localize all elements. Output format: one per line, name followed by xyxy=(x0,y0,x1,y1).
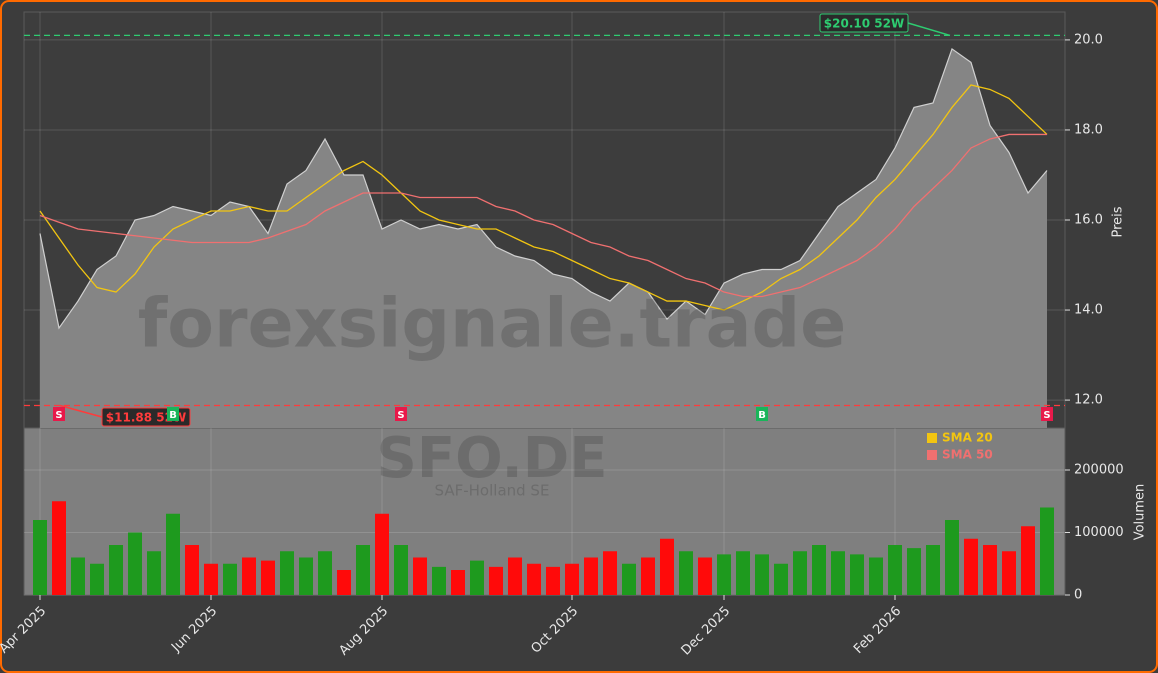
volume-bar xyxy=(774,563,788,595)
signal-label: S xyxy=(55,410,62,421)
signal-label: S xyxy=(1043,410,1050,421)
volume-bar xyxy=(109,545,123,595)
volume-bar xyxy=(375,513,389,595)
volume-bar xyxy=(147,551,161,595)
volume-bar xyxy=(641,557,655,595)
volume-bar xyxy=(869,557,883,595)
volume-bar xyxy=(622,563,636,595)
volume-bar xyxy=(33,520,47,595)
sma-line xyxy=(39,84,1048,311)
y-tick-label: 14.0 xyxy=(1074,303,1103,318)
volume-bar xyxy=(470,560,484,595)
signal-marker xyxy=(1041,407,1053,421)
signal-label: B xyxy=(169,410,177,421)
watermark: forexsignale.trade xyxy=(138,285,847,364)
y-tick-label: 12.0 xyxy=(1074,393,1103,408)
y-tick-label: 16.0 xyxy=(1074,213,1103,228)
volume-bar xyxy=(128,532,142,595)
signal-marker xyxy=(395,407,407,421)
volume-bar xyxy=(698,557,712,595)
signal-label: S xyxy=(397,410,404,421)
volume-bar xyxy=(394,545,408,595)
volume-bar xyxy=(717,554,731,595)
volume-bar xyxy=(888,545,902,595)
symbol-watermark: SFO.DE xyxy=(377,426,608,491)
volume-bar xyxy=(964,538,978,595)
volume-bar xyxy=(451,570,465,595)
volume-bar xyxy=(527,563,541,595)
legend-swatch xyxy=(927,433,937,443)
volume-bar xyxy=(565,563,579,595)
signal-marker xyxy=(756,407,768,421)
volume-tick-label: 100000 xyxy=(1074,525,1124,540)
price-line xyxy=(39,47,1048,330)
volume-bar xyxy=(280,551,294,595)
annotation-arrow xyxy=(907,22,951,37)
volume-bar xyxy=(850,554,864,595)
volume-bar xyxy=(185,545,199,595)
y-tick-label: 20.0 xyxy=(1074,32,1103,47)
volume-bar xyxy=(432,566,446,595)
volume-bar xyxy=(489,566,503,595)
volume-tick-label: 200000 xyxy=(1074,463,1124,478)
sma-line xyxy=(39,133,1047,298)
volume-bar xyxy=(755,554,769,595)
company-watermark: SAF-Holland SE xyxy=(435,482,550,500)
volume-bar xyxy=(736,551,750,595)
legend-label: SMA 20 xyxy=(942,431,993,445)
volume-bar xyxy=(660,538,674,595)
signal-label: B xyxy=(758,410,766,421)
y-tick-label: 18.0 xyxy=(1074,122,1103,137)
annotation-label: $20.10 52W xyxy=(824,17,904,31)
volume-bar xyxy=(983,545,997,595)
volume-bar xyxy=(793,551,807,595)
y-axis-label: Preis xyxy=(1111,206,1126,237)
signal-marker xyxy=(53,407,65,421)
volume-bar xyxy=(166,513,180,595)
volume-axis-label: Volumen xyxy=(1133,484,1148,541)
annotation-arrow xyxy=(59,404,103,418)
volume-bar xyxy=(71,557,85,595)
volume-bar xyxy=(356,545,370,595)
legend-swatch xyxy=(927,450,937,460)
volume-bar xyxy=(1021,526,1035,595)
volume-bar xyxy=(812,545,826,595)
volume-bar xyxy=(261,560,275,595)
volume-bar xyxy=(546,566,560,595)
volume-bar xyxy=(299,557,313,595)
volume-bar xyxy=(831,551,845,595)
volume-bar xyxy=(926,545,940,595)
price-area xyxy=(40,48,1047,428)
legend-label: SMA 50 xyxy=(942,448,993,462)
volume-bar xyxy=(584,557,598,595)
volume-bar xyxy=(318,551,332,595)
volume-bar xyxy=(52,501,66,595)
volume-bar xyxy=(603,551,617,595)
volume-bar xyxy=(337,570,351,595)
volume-bar xyxy=(90,563,104,595)
volume-bar xyxy=(204,563,218,595)
volume-bar xyxy=(679,551,693,595)
volume-bar xyxy=(242,557,256,595)
volume-bar xyxy=(223,563,237,595)
volume-tick-label: 0 xyxy=(1074,588,1082,603)
volume-bar xyxy=(413,557,427,595)
volume-bar xyxy=(508,557,522,595)
volume-bar xyxy=(1002,551,1016,595)
volume-bar xyxy=(1040,507,1054,595)
volume-bar xyxy=(945,520,959,595)
signal-marker xyxy=(167,407,179,421)
annotation-label: $11.88 52W xyxy=(106,411,186,425)
volume-bar xyxy=(907,548,921,595)
